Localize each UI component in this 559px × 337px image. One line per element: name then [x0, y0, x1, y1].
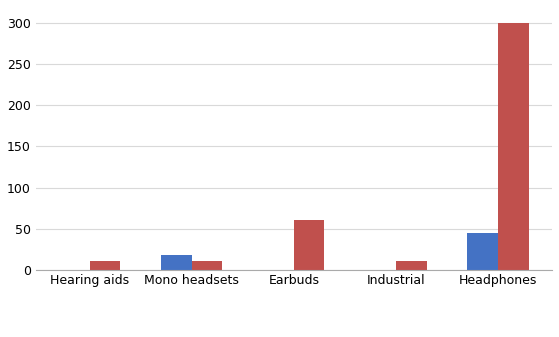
Bar [467, 233, 498, 270]
Bar [161, 255, 192, 270]
Bar [192, 262, 222, 270]
Bar [90, 262, 120, 270]
Bar [396, 262, 427, 270]
Bar [498, 23, 529, 270]
Bar [294, 220, 324, 270]
Legend: 2016, 2020: 2016, 2020 [237, 334, 350, 337]
